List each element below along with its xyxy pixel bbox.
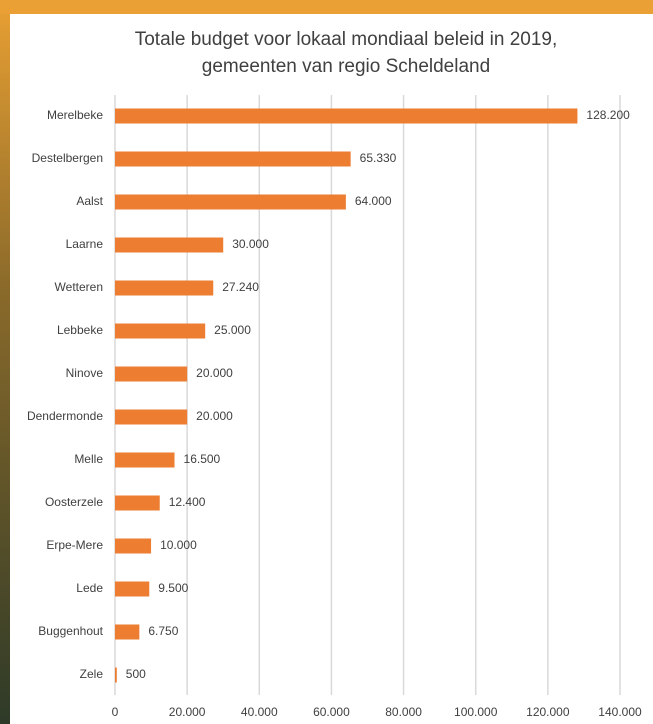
y-tick-label: Buggenhout xyxy=(38,624,103,638)
bar xyxy=(115,495,160,511)
bar xyxy=(115,581,150,597)
y-tick-label: Melle xyxy=(74,452,103,466)
x-tick-label: 0 xyxy=(112,705,119,719)
data-label: 9.500 xyxy=(158,581,188,595)
bar xyxy=(115,108,578,124)
data-label: 20.000 xyxy=(196,409,233,423)
data-label: 65.330 xyxy=(360,151,397,165)
bar xyxy=(115,667,117,683)
bar xyxy=(115,624,140,640)
x-tick-label: 60.000 xyxy=(313,705,350,719)
y-tick-label: Zele xyxy=(80,667,104,681)
y-tick-label: Lede xyxy=(76,581,103,595)
x-tick-label: 120.000 xyxy=(526,705,570,719)
x-tick-label: 80.000 xyxy=(385,705,422,719)
data-label: 27.240 xyxy=(222,280,259,294)
y-tick-label: Erpe-Mere xyxy=(46,538,103,552)
data-label: 64.000 xyxy=(355,194,392,208)
chart-title: Totale budget voor lokaal mondiaal belei… xyxy=(135,29,558,50)
bar xyxy=(115,452,175,468)
data-label: 128.200 xyxy=(586,108,630,122)
y-tick-label: Destelbergen xyxy=(32,151,103,165)
x-tick-label: 140.000 xyxy=(598,705,642,719)
y-tick-label: Dendermonde xyxy=(27,409,103,423)
bar xyxy=(115,366,188,382)
y-tick-label: Aalst xyxy=(76,194,103,208)
bar xyxy=(115,280,214,296)
y-tick-label: Ninove xyxy=(66,366,104,380)
data-label: 12.400 xyxy=(169,495,206,509)
chart-title: gemeenten van regio Scheldeland xyxy=(202,56,490,77)
x-tick-label: 40.000 xyxy=(241,705,278,719)
data-label: 10.000 xyxy=(160,538,197,552)
y-tick-label: Merelbeke xyxy=(47,108,103,122)
y-tick-label: Lebbeke xyxy=(57,323,103,337)
bar xyxy=(115,538,152,554)
data-label: 500 xyxy=(126,667,146,681)
bar xyxy=(115,194,346,210)
data-label: 16.500 xyxy=(184,452,221,466)
data-label: 6.750 xyxy=(148,624,178,638)
bar xyxy=(115,237,224,253)
x-tick-label: 100.000 xyxy=(454,705,498,719)
y-tick-label: Oosterzele xyxy=(45,495,103,509)
bar xyxy=(115,409,188,425)
data-label: 25.000 xyxy=(214,323,251,337)
bar xyxy=(115,151,351,167)
x-tick-label: 20.000 xyxy=(169,705,206,719)
y-tick-label: Wetteren xyxy=(55,280,103,294)
data-label: 20.000 xyxy=(196,366,233,380)
y-tick-label: Laarne xyxy=(66,237,104,251)
top-band xyxy=(0,0,653,14)
bar xyxy=(115,323,206,339)
data-label: 30.000 xyxy=(232,237,269,251)
